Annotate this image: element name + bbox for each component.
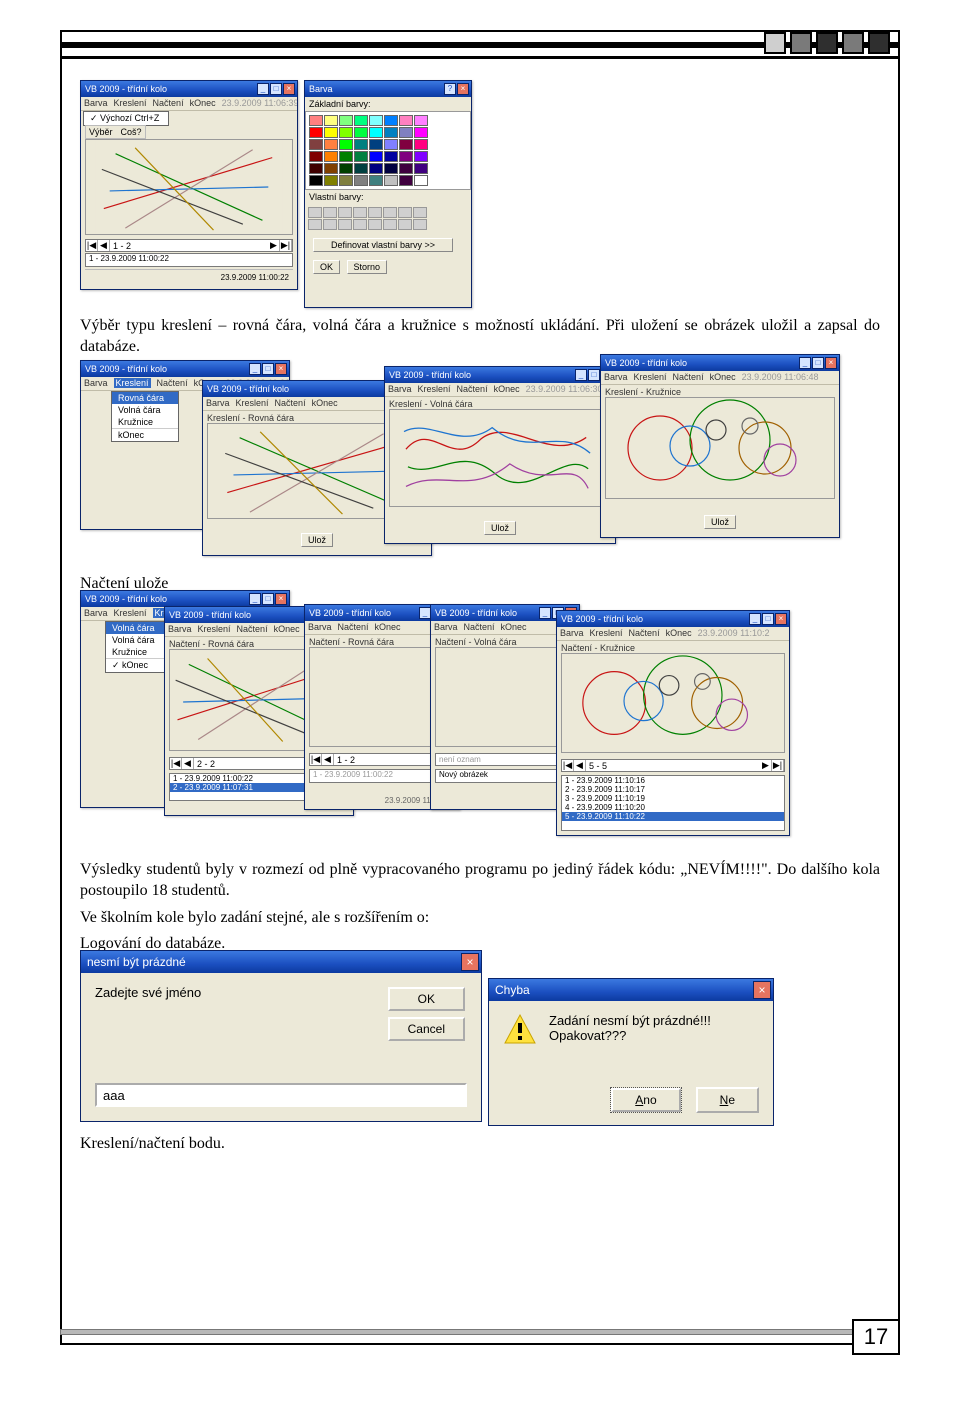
nav-strip[interactable]: |◀◀ 1 - 2 ▶▶| — [85, 239, 293, 252]
color-dialog: Barva ?× Základní barvy: Vlastní barvy: … — [304, 80, 472, 308]
close-icon[interactable]: × — [457, 83, 469, 95]
dropdown-toolbar[interactable]: Výchozí Ctrl+Z — [83, 111, 169, 126]
yes-button[interactable]: Ano — [611, 1088, 680, 1112]
uloz-button[interactable]: Ulož — [301, 533, 333, 547]
win-lines-main: VB 2009 - třídní kolo _□× BarvaKresleníN… — [80, 80, 298, 290]
header-deco — [60, 36, 900, 60]
window-title: VB 2009 - třídní kolo — [85, 84, 167, 94]
close-icon[interactable]: × — [753, 981, 771, 999]
basic-colors-label: Základní barvy: — [305, 97, 471, 111]
paragraph-1: Výběr typu kreslení – rovná čára, volná … — [80, 316, 880, 358]
lines-svg — [86, 140, 292, 234]
custom-colors-label: Vlastní barvy: — [305, 190, 471, 204]
titlebar: VB 2009 - třídní kolo _□× — [81, 81, 297, 97]
cancel-button[interactable]: Cancel — [388, 1017, 465, 1041]
error-dialog: Chyba × Zadání nesmí být prázdné!!! Opak… — [488, 978, 774, 1126]
max-icon[interactable]: □ — [270, 83, 282, 95]
help-icon[interactable]: ? — [444, 83, 456, 95]
name-input[interactable] — [95, 1083, 467, 1107]
custom-color-row[interactable] — [305, 204, 471, 233]
win-kruznice: VB 2009 - třídní kolo_□× BarvaKresleníNa… — [600, 354, 840, 538]
storno-button[interactable]: Storno — [347, 260, 388, 274]
basic-color-grid[interactable] — [305, 111, 471, 190]
kresleni-dropdown[interactable]: Rovná čára Volná čára Kružnice kOnec — [111, 391, 179, 442]
name-dialog: nesmí být prázdné × Zadejte své jméno OK… — [80, 950, 482, 1122]
paragraph-4: Ve školním kole bylo zadání stejné, ale … — [80, 908, 880, 929]
err-msg2: Opakovat??? — [549, 1028, 711, 1043]
close-icon[interactable]: × — [461, 953, 479, 971]
canvas-lines — [85, 139, 293, 235]
page-content: VB 2009 - třídní kolo _□× BarvaKresleníN… — [80, 80, 880, 1295]
menubar[interactable]: BarvaKresleníNačteníkOnec23.9.2009 11:06… — [81, 97, 297, 111]
paragraph-6: Kreslení/načtení bodu. — [80, 1134, 225, 1155]
ok-button[interactable]: OK — [313, 260, 340, 274]
min-icon[interactable]: _ — [257, 83, 269, 95]
close-icon[interactable]: × — [283, 83, 295, 95]
no-button[interactable]: Ne — [696, 1087, 759, 1113]
dlg-name-title: nesmí být prázdné — [87, 955, 186, 969]
ok-button[interactable]: OK — [388, 987, 465, 1011]
warning-icon — [503, 1013, 537, 1047]
page-number: 17 — [852, 1319, 900, 1355]
win-nacteni-kruznice: VB 2009 - třídní kolo_□× BarvaKresleníNa… — [556, 610, 790, 836]
status-bar: 23.9.2009 11:00:22 — [85, 269, 293, 285]
paragraph-3: Výsledky studentů byly v rozmezí od plně… — [80, 860, 880, 902]
win-volna: VB 2009 - třídní kolo_□× BarvaKresleníNa… — [384, 366, 616, 544]
dlg-err-title: Chyba — [495, 983, 530, 997]
color-title: Barva — [309, 84, 333, 94]
toolbar-row[interactable]: VýběrCoš? — [85, 125, 146, 139]
nacteni-dropdown[interactable]: Volná čára Volná čára Kružnice kOnec — [105, 621, 170, 673]
record-list[interactable]: 1 - 23.9.2009 11:00:22 — [85, 253, 293, 267]
err-msg1: Zadání nesmí být prázdné!!! — [549, 1013, 711, 1028]
define-colors-button[interactable]: Definovat vlastní barvy >> — [313, 238, 453, 252]
footer-deco — [60, 1319, 900, 1339]
